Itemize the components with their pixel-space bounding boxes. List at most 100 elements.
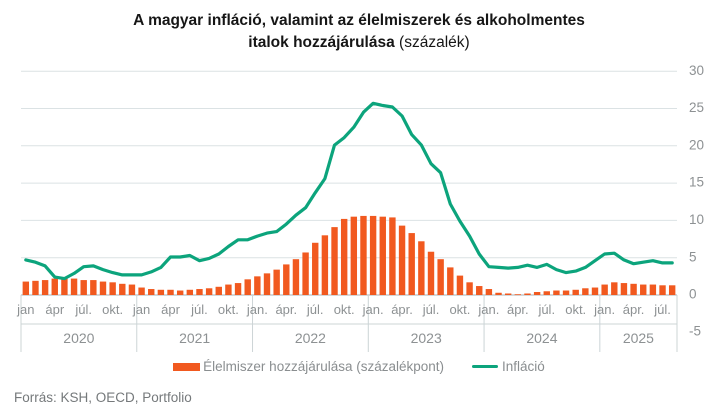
chart-title-line1: A magyar infláció, valamint az élelmisze… [133,12,585,29]
month-tick-2021-ápr: ápr [161,302,180,317]
bar-month-11 [128,284,136,295]
month-tick-2023-okt: okt. [449,302,470,317]
bar-month-13 [148,289,155,295]
bar-month-14 [157,289,165,295]
month-tick-2024-ápr: ápr. [507,302,529,317]
bar-month-51 [514,294,522,296]
bar-month-28 [292,259,300,295]
bar-month-38 [389,217,396,295]
legend-item-inflation: Infláció [472,359,545,374]
bar-month-20 [215,286,222,295]
month-tick-2020-júl: júl. [74,302,92,317]
y-axis-label-30: 30 [689,63,704,78]
year-label-2025: 2025 [623,330,654,346]
bar-month-48 [485,289,493,295]
bar-month-64 [640,284,647,295]
year-label-2020: 2020 [63,330,94,346]
y-axis-label-5: 5 [689,249,697,264]
bar-month-49 [495,292,502,295]
month-tick-2025-jan: jan. [593,302,615,317]
bar-month-2 [41,280,49,295]
bar-month-45 [456,275,464,295]
bar-month-43 [437,259,444,295]
bar-month-8 [99,281,107,295]
bar-month-37 [379,216,386,295]
bar-month-67 [668,285,676,295]
bar-month-40 [408,233,415,295]
bar-month-22 [234,283,242,295]
bar-month-0 [22,281,30,295]
month-tick-2025-júl: júl. [653,302,671,317]
bar-month-21 [225,284,232,295]
y-axis-label-15: 15 [689,175,704,190]
bar-month-55 [553,290,560,295]
bar-month-58 [582,288,589,295]
month-tick-2022-okt: okt. [334,302,355,317]
bar-month-4 [61,277,68,295]
chart-title-unit: (százalék) [399,34,470,51]
bar-month-42 [427,251,435,295]
year-label-2023: 2023 [411,330,442,346]
year-label-2021: 2021 [179,330,210,346]
y-axis-label-20: 20 [689,137,704,152]
month-tick-2022-ápr: ápr. [275,302,297,317]
month-tick-2025-ápr: ápr. [623,302,645,317]
month-tick-2023-júl: júl. [422,302,440,317]
bar-month-6 [80,280,87,295]
bar-month-33 [340,218,348,295]
month-tick-2023-ápr: ápr. [391,302,413,317]
bar-month-54 [543,291,550,295]
month-tick-2023-jan: jan. [362,302,384,317]
bar-month-65 [649,284,657,295]
bar-month-26 [273,269,280,295]
bar-month-60 [601,284,608,295]
bar-month-27 [283,264,290,295]
chart-legend: Élelmiszer hozzájárulása (százalékpont) … [0,359,718,374]
bar-month-29 [302,252,309,295]
bar-month-12 [138,287,145,295]
bar-month-32 [331,227,338,295]
bar-month-24 [254,276,261,295]
bar-month-9 [109,282,116,295]
month-tick-2021-okt: okt. [218,302,239,317]
food-contribution-swatch-icon [173,362,201,371]
bar-month-66 [659,285,666,295]
bar-month-17 [186,289,194,295]
bar-month-30 [312,242,319,295]
month-tick-2021-júl: júl. [190,302,208,317]
y-axis-label--5: -5 [689,324,701,339]
chart-title-line2-bold: italok hozzájárulása [248,34,395,51]
bar-month-18 [196,289,203,295]
bar-month-23 [244,279,251,295]
year-label-2022: 2022 [295,330,326,346]
month-tick-2020-ápr: ápr [45,302,64,317]
bar-month-5 [70,278,78,295]
month-tick-2020-okt: okt. [102,302,123,317]
bar-month-16 [176,290,184,295]
month-tick-2024-jan: jan. [477,302,499,317]
bar-month-53 [533,292,541,295]
bar-month-35 [360,215,367,295]
food-contribution-bars [22,215,676,296]
bar-month-25 [263,273,271,295]
bar-month-52 [524,293,531,295]
bar-month-61 [611,282,618,295]
inflation-line-swatch-icon [472,364,499,369]
bar-month-46 [466,282,473,295]
month-tick-2024-júl: júl. [537,302,555,317]
bar-month-63 [630,283,637,295]
legend-item-food-contribution: Élelmiszer hozzájárulása (százalékpont) [173,359,444,374]
y-axis-label-25: 25 [689,100,704,115]
bar-month-15 [167,289,174,295]
legend-label-inflation: Infláció [502,359,545,374]
y-axis-label-10: 10 [689,212,704,227]
bar-month-34 [350,216,358,295]
inflation-line [24,101,674,281]
bar-month-59 [591,287,599,295]
month-tick-2021-jan: jan [132,302,150,317]
bar-month-39 [398,225,406,295]
bar-month-62 [620,283,628,295]
bar-month-19 [205,288,213,295]
source-attribution: Forrás: KSH, OECD, Portfolio [14,390,192,405]
bar-month-31 [321,235,329,295]
